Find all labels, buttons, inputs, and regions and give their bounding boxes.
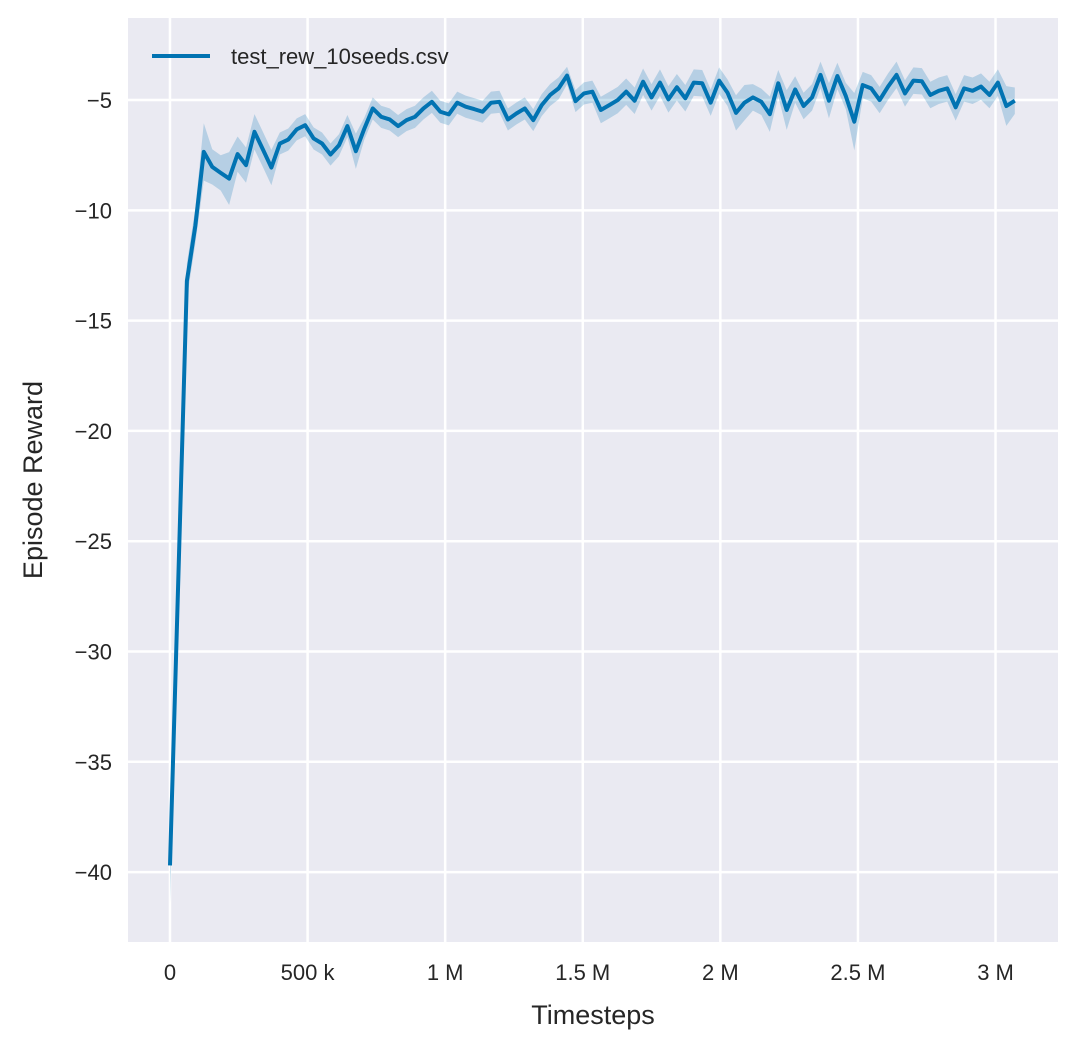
- y-tick-label: −10: [75, 198, 112, 223]
- x-tick-label: 2.5 M: [830, 960, 885, 985]
- x-tick-label: 1 M: [427, 960, 464, 985]
- y-tick-label: −15: [75, 309, 112, 334]
- y-axis-label: Episode Reward: [18, 381, 48, 579]
- grid-lines: [128, 18, 1058, 942]
- legend-label: test_rew_10seeds.csv: [231, 44, 449, 69]
- x-tick-label: 2 M: [702, 960, 739, 985]
- plot-area: [128, 18, 1058, 942]
- series-line: [167, 72, 1016, 866]
- y-tick-label: −40: [75, 860, 112, 885]
- y-tick-label: −25: [75, 529, 112, 554]
- y-tick-label: −20: [75, 419, 112, 444]
- x-tick-label: 1.5 M: [555, 960, 610, 985]
- y-tick-label: −30: [75, 639, 112, 664]
- y-tick-label: −35: [75, 750, 112, 775]
- x-tick-label: 500 k: [281, 960, 336, 985]
- legend: test_rew_10seeds.csv: [152, 44, 449, 69]
- confidence-band: [169, 61, 1015, 903]
- x-tick-labels: 0 500 k 1 M 1.5 M 2 M 2.5 M 3 M: [164, 960, 1014, 985]
- y-tick-labels: −5 −10 −15 −20 −25 −30 −35 −40: [75, 88, 112, 885]
- x-tick-label: 3 M: [977, 960, 1014, 985]
- x-tick-label: 0: [164, 960, 176, 985]
- x-axis-label: Timesteps: [531, 1000, 655, 1030]
- y-tick-label: −5: [87, 88, 112, 113]
